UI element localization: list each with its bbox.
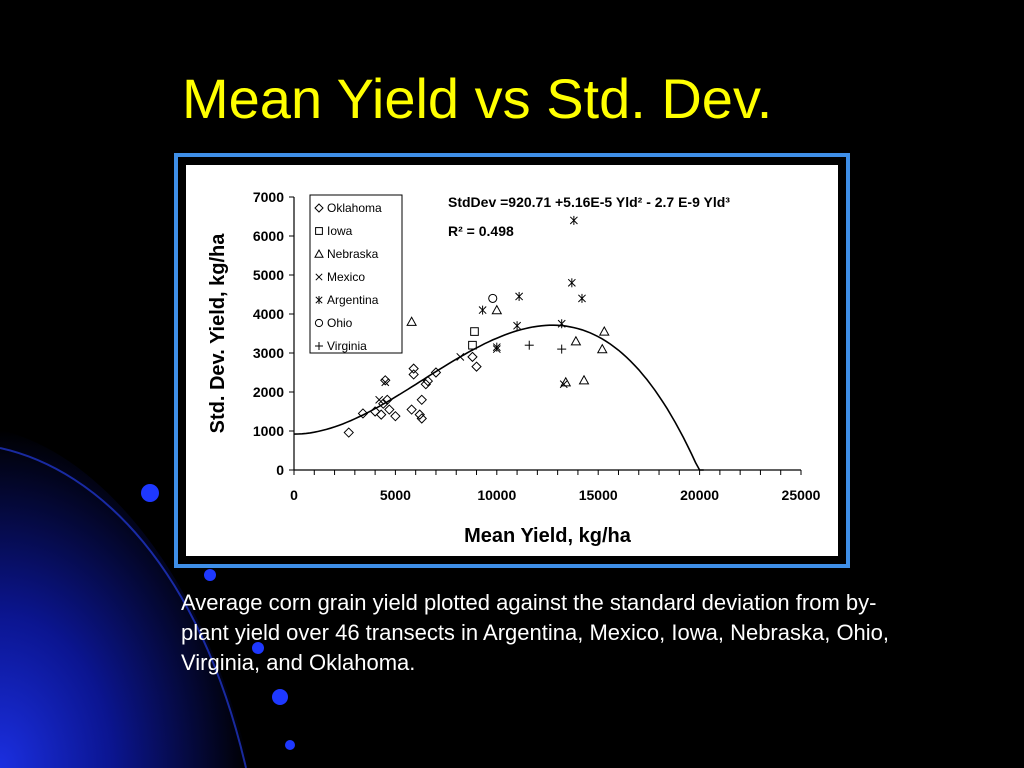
y-tick-label: 0 (276, 462, 284, 478)
scatter-chart: 0 1000 2000 3000 4000 5000 6000 7000 0 5000 10000 1… (207, 189, 821, 547)
point-oklahoma (430, 367, 442, 378)
point-oklahoma (369, 406, 381, 417)
point-argentina (557, 319, 566, 329)
y-axis-label: Std. Dev. Yield, kg/ha (207, 233, 229, 434)
slide-caption: Average corn grain yield plotted against… (181, 590, 890, 675)
point-nebraska (406, 316, 417, 326)
decor-dot (204, 569, 216, 581)
point-oklahoma (357, 408, 369, 419)
legend-label-iowa: Iowa (327, 224, 353, 238)
legend-label-virginia: Virginia (327, 339, 367, 353)
point-argentina (492, 342, 501, 352)
x-tick-label: 15000 (579, 487, 618, 503)
y-tick-label: 3000 (253, 345, 284, 361)
point-mexico (456, 352, 465, 361)
point-oklahoma (416, 413, 427, 424)
point-oklahoma (467, 351, 478, 363)
point-oklahoma (422, 375, 434, 387)
point-ohio (488, 293, 498, 303)
point-argentina (515, 291, 524, 301)
y-tick-label: 1000 (253, 423, 284, 439)
corner-wave (0, 430, 250, 768)
point-oklahoma (408, 369, 419, 380)
y-tick-label: 5000 (253, 267, 284, 283)
point-argentina (567, 278, 576, 288)
point-virginia (524, 340, 534, 350)
x-tick-label: 0 (290, 487, 298, 503)
point-nebraska (598, 326, 610, 336)
decor-dot (272, 689, 288, 705)
point-oklahoma (416, 394, 427, 406)
point-oklahoma (343, 427, 354, 438)
y-tick-label: 4000 (253, 306, 284, 322)
decor-dot (252, 642, 264, 654)
x-tick-label: 10000 (477, 487, 516, 503)
x-tick-label: 20000 (680, 487, 719, 503)
point-iowa (468, 340, 477, 350)
x-axis-label: Mean Yield, kg/ha (464, 525, 632, 547)
point-mexico (381, 378, 390, 387)
slide-title: Mean Yield vs Std. Dev. (182, 67, 773, 130)
legend-label-nebraska: Nebraska (327, 247, 379, 261)
y-tick-label: 2000 (253, 384, 284, 400)
chart-frame: 0 1000 2000 3000 4000 5000 6000 7000 0 5000 10000 1… (174, 153, 850, 568)
point-mexico (559, 380, 568, 389)
x-tick-label: 25000 (782, 487, 821, 503)
legend-label-mexico: Mexico (327, 270, 365, 284)
point-oklahoma (380, 375, 391, 386)
r-squared: R² = 0.498 (448, 223, 514, 239)
point-nebraska (578, 374, 590, 385)
legend-marker-argentina (315, 296, 323, 304)
point-oklahoma (375, 409, 387, 420)
point-nebraska (596, 343, 608, 354)
point-oklahoma (378, 398, 389, 409)
point-virginia (557, 344, 567, 354)
point-oklahoma (471, 361, 482, 372)
y-tick-label: 7000 (253, 189, 284, 205)
legend-marker-nebraska (314, 248, 324, 258)
point-argentina (478, 305, 487, 315)
fit-curve (293, 324, 704, 471)
point-oklahoma (414, 409, 425, 420)
decor-dot (285, 740, 295, 750)
decor-dot (141, 484, 159, 502)
point-oklahoma (382, 394, 393, 406)
point-oklahoma (406, 404, 417, 415)
point-oklahoma (384, 404, 395, 415)
legend-label-oklahoma: Oklahoma (327, 201, 382, 215)
point-nebraska (491, 304, 503, 315)
point-argentina (513, 321, 522, 331)
legend-label-ohio: Ohio (327, 316, 353, 330)
legend-marker-mexico (315, 273, 323, 281)
point-oklahoma (420, 378, 432, 390)
legend-marker-virginia (315, 342, 323, 350)
legend-label-argentina: Argentina (327, 293, 379, 307)
point-argentina (569, 215, 578, 225)
legend-marker-ohio (314, 318, 324, 328)
point-oklahoma (408, 363, 419, 374)
legend-marker-oklahoma (314, 203, 324, 213)
fit-equation: StdDev =920.71 +5.16E-5 Yld² - 2.7 E-9 Y… (448, 194, 730, 210)
point-mexico (375, 395, 384, 404)
point-iowa (470, 327, 479, 336)
y-tick-label: 6000 (253, 228, 284, 244)
point-nebraska (570, 335, 582, 346)
legend-marker-iowa (315, 227, 323, 235)
point-argentina (578, 293, 586, 303)
x-tick-label: 5000 (380, 487, 411, 503)
chart-panel: 0 1000 2000 3000 4000 5000 6000 7000 0 5000 10000 1… (186, 165, 838, 556)
point-oklahoma (390, 410, 401, 422)
legend-box (309, 194, 403, 354)
wave-line (0, 447, 247, 768)
